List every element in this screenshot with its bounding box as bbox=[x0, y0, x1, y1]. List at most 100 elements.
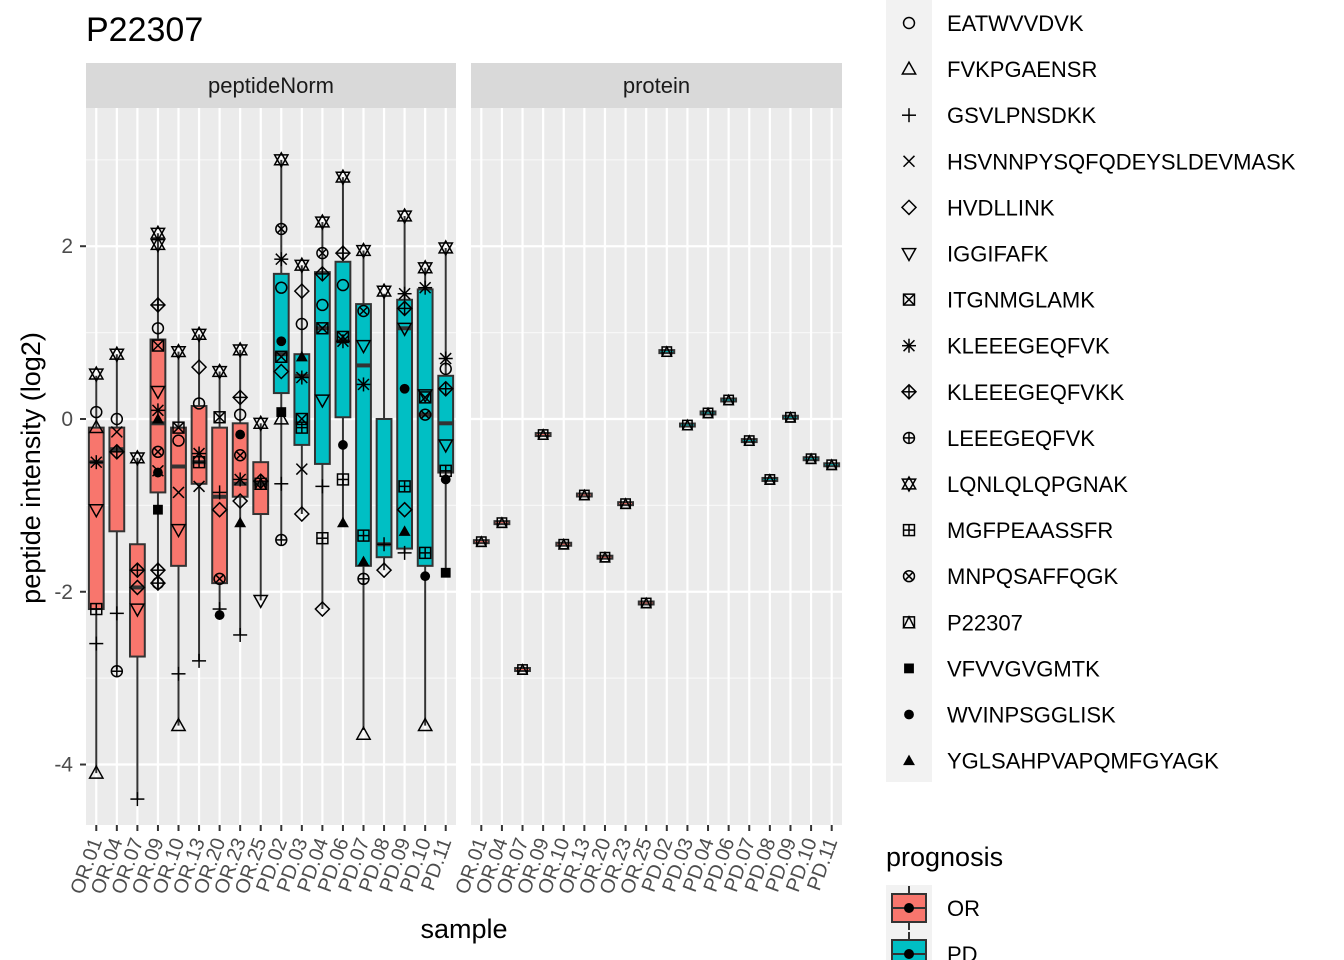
point-YGLSAHPVAPQMFGYAGK bbox=[336, 516, 349, 528]
box bbox=[782, 414, 799, 420]
point-EATWVVDVK bbox=[192, 397, 206, 410]
point-VFVVGVGMTK bbox=[440, 567, 451, 578]
point-YGLSAHPVAPQMFGYAGK bbox=[357, 555, 370, 567]
legend-label: EATWVVDVK bbox=[947, 11, 1084, 36]
point-FVKPGAENSR bbox=[417, 717, 434, 732]
legend-label: WVINPSGGLISK bbox=[947, 703, 1116, 728]
point-LQNLQLQPGNAK bbox=[314, 213, 331, 231]
box bbox=[108, 426, 126, 533]
point-P22307 bbox=[578, 488, 591, 501]
point-P22307 bbox=[619, 497, 632, 510]
box bbox=[740, 438, 758, 444]
point-EATWVVDVK bbox=[275, 281, 288, 294]
box bbox=[761, 476, 779, 482]
point-YGLSAHPVAPQMFGYAGK bbox=[234, 516, 247, 528]
box bbox=[514, 667, 531, 673]
point-HSVNNPYSQFQDEYSLDEVMASK bbox=[295, 463, 308, 476]
legend-point bbox=[904, 949, 914, 959]
point-GSVLPNSDKK bbox=[109, 606, 124, 621]
point-P22307 bbox=[825, 458, 838, 471]
y-tick-label: -4 bbox=[54, 754, 73, 777]
point-P22307 bbox=[681, 418, 694, 431]
legend-label: LQNLQLQPGNAK bbox=[947, 472, 1128, 497]
point-LQNLQLQPGNAK bbox=[108, 345, 125, 363]
point-HVDLLINK bbox=[129, 579, 146, 596]
point-HVDLLINK bbox=[293, 283, 310, 300]
box bbox=[272, 272, 290, 395]
legend-label: LEEEGEQFVK bbox=[947, 426, 1095, 451]
point-LQNLQLQPGNAK bbox=[355, 241, 372, 260]
box bbox=[375, 417, 393, 559]
point-P22307 bbox=[640, 596, 653, 609]
point-P22307 bbox=[599, 550, 611, 563]
point-MNPQSAFFQGK bbox=[151, 445, 165, 459]
boxplot-PD.07 bbox=[355, 250, 372, 730]
legend-label: P22307 bbox=[947, 610, 1023, 635]
point-HVDLLINK bbox=[375, 562, 393, 579]
point-LQNLQLQPGNAK bbox=[437, 239, 454, 257]
box bbox=[493, 520, 511, 526]
point-MGFPEAASSFR bbox=[295, 421, 309, 434]
box bbox=[596, 554, 614, 560]
legend-item-MNPQSAFFQGK: MNPQSAFFQGK bbox=[902, 564, 1118, 589]
legend-label: MNPQSAFFQGK bbox=[947, 564, 1118, 589]
legend-key bbox=[902, 615, 916, 629]
point-GSVLPNSDKK bbox=[377, 537, 392, 552]
chart-title: P22307 bbox=[86, 11, 203, 49]
protein-box-OR.25 bbox=[637, 596, 655, 609]
legend-item-FVKPGAENSR: FVKPGAENSR bbox=[901, 57, 1097, 82]
point-YGLSAHPVAPQMFGYAGK bbox=[151, 413, 164, 424]
point-ITGNMGLAMK bbox=[316, 322, 329, 335]
box bbox=[678, 422, 696, 428]
box bbox=[637, 600, 655, 606]
legend-key bbox=[902, 16, 916, 30]
legend-label: ITGNMGLAMK bbox=[947, 288, 1095, 313]
legend-label: KLEEEGEQFVKK bbox=[947, 380, 1125, 405]
point-KLEEEGEQFVK bbox=[418, 280, 433, 295]
point-IGGIFAFK bbox=[314, 394, 331, 409]
y-tick-label: -2 bbox=[54, 581, 73, 604]
point-GSVLPNSDKK bbox=[274, 476, 289, 491]
protein-box-PD.11 bbox=[823, 458, 841, 471]
legend-item-YGLSAHPVAPQMFGYAGK: YGLSAHPVAPQMFGYAGK bbox=[903, 749, 1219, 774]
point-LQNLQLQPGNAK bbox=[417, 259, 434, 277]
box bbox=[313, 271, 331, 465]
point-EATWVVDVK bbox=[336, 278, 350, 292]
point-EATWVVDVK bbox=[233, 408, 247, 421]
legend-label: YGLSAHPVAPQMFGYAGK bbox=[947, 749, 1219, 774]
point-LQNLQLQPGNAK bbox=[129, 449, 146, 467]
facet-strip bbox=[471, 63, 842, 108]
point-LQNLQLQPGNAK bbox=[150, 235, 166, 254]
legend-key bbox=[901, 60, 917, 75]
point-MNPQSAFFQGK bbox=[357, 304, 370, 318]
point-EATWVVDVK bbox=[110, 412, 124, 426]
point-WVINPSGGLISK bbox=[214, 610, 225, 620]
point-MNPQSAFFQGK bbox=[213, 572, 226, 586]
point-KLEEEGEQFVK bbox=[89, 455, 104, 470]
legend-key bbox=[904, 709, 914, 720]
point-P22307 bbox=[660, 345, 673, 358]
point-P22307 bbox=[516, 663, 529, 675]
point-HSVNNPYSQFQDEYSLDEVMASK bbox=[172, 486, 185, 499]
point-KLEEEGEQFVKK bbox=[129, 562, 146, 579]
point-FVKPGAENSR bbox=[88, 764, 105, 779]
point-WVINPSGGLISK bbox=[153, 467, 163, 478]
protein-box-PD.06 bbox=[720, 393, 738, 406]
legend-label: IGGIFAFK bbox=[947, 242, 1049, 267]
point-GSVLPNSDKK bbox=[233, 627, 248, 642]
point-LQNLQLQPGNAK bbox=[252, 414, 269, 432]
point-LQNLQLQPGNAK bbox=[170, 343, 187, 361]
point-IGGIFAFK bbox=[129, 603, 146, 618]
legend-item-MGFPEAASSFR: MGFPEAASSFR bbox=[902, 518, 1113, 543]
point-WVINPSGGLISK bbox=[338, 440, 348, 450]
legend-label: GSVLPNSDKK bbox=[947, 103, 1096, 128]
point-KLEEEGEQFVK bbox=[356, 377, 371, 392]
point-GSVLPNSDKK bbox=[212, 485, 227, 500]
box bbox=[823, 462, 841, 468]
y-tick-label: 0 bbox=[61, 408, 73, 431]
legend-point bbox=[904, 903, 914, 913]
point-IGGIFAFK bbox=[355, 339, 372, 355]
panels: peptideNormOR.01OR.04OR.07OR.09OR.10OR.1… bbox=[54, 63, 842, 897]
point-MNPQSAFFQGK bbox=[418, 408, 432, 421]
protein-box-OR.10 bbox=[555, 537, 573, 550]
